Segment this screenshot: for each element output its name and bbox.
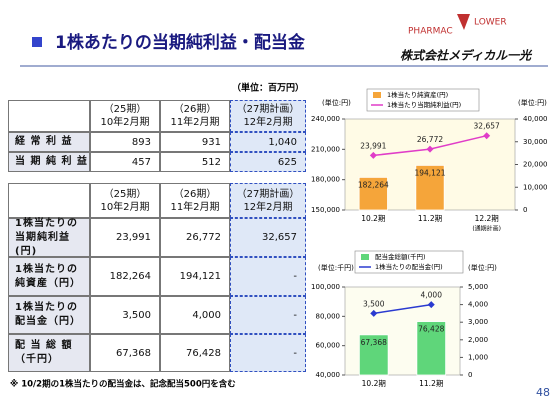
table-cell: 893 bbox=[90, 132, 160, 152]
page-number: 48 bbox=[536, 386, 550, 399]
table-cell: 512 bbox=[160, 152, 230, 172]
row-label: 経 常 利 益 bbox=[8, 132, 90, 152]
logo-mark bbox=[457, 14, 470, 30]
y2-axis-label: (単位:円) bbox=[468, 263, 497, 272]
y2-axis-label: (単位:円) bbox=[518, 98, 547, 107]
y2-tick-label: 4,000 bbox=[468, 301, 488, 309]
value-label: 194,121 bbox=[414, 168, 445, 177]
bar bbox=[358, 176, 388, 211]
y2-tick-label: 30,000 bbox=[523, 138, 548, 146]
bar bbox=[415, 164, 445, 211]
column-header: （27期計画） 12年2月期 bbox=[230, 183, 306, 218]
table-corner bbox=[8, 183, 90, 218]
legend-swatch bbox=[361, 254, 369, 260]
y2-tick-label: 10,000 bbox=[523, 183, 548, 191]
column-header: （25期） 10年2月期 bbox=[90, 183, 160, 218]
legend-swatch bbox=[373, 92, 381, 98]
column-header: （27期計画） 12年2月期 bbox=[230, 100, 306, 132]
bar bbox=[358, 334, 389, 376]
table-cell: - bbox=[230, 334, 306, 372]
table-cell: 1,040 bbox=[230, 132, 306, 152]
company-name: 株式会社メディカル一光 bbox=[400, 49, 533, 63]
value-label: 67,368 bbox=[361, 338, 387, 347]
table-cell: 23,991 bbox=[90, 218, 160, 257]
y2-tick-label: 20,000 bbox=[523, 161, 548, 169]
value-label: 26,772 bbox=[417, 135, 443, 144]
column-header: （26期） 11年2月期 bbox=[160, 100, 230, 132]
marker bbox=[426, 145, 434, 153]
value-label: 76,428 bbox=[418, 325, 444, 334]
footnote: ※ 10/2期の1株当たりの配当金は、記念配当500円を含む bbox=[10, 379, 236, 390]
row-label: 1株当たりの 純資産（円） bbox=[8, 257, 90, 296]
value-label: 4,000 bbox=[421, 291, 443, 300]
table-cell: 182,264 bbox=[90, 257, 160, 296]
value-label: 182,264 bbox=[358, 180, 389, 189]
table-cell: 625 bbox=[230, 152, 306, 172]
row-label: 1株当たりの 配当金（円） bbox=[8, 296, 90, 334]
y-tick-label: 210,000 bbox=[311, 145, 340, 153]
table-cell: 26,772 bbox=[160, 218, 230, 257]
table-cell: - bbox=[230, 296, 306, 334]
y-tick-label: 180,000 bbox=[311, 176, 340, 184]
marker bbox=[427, 301, 435, 309]
y-tick-label: 60,000 bbox=[316, 342, 341, 350]
legend-label: 1株当たり純資産(円) bbox=[387, 90, 448, 99]
title-bullet bbox=[32, 37, 42, 47]
logo-text: PHARMAC bbox=[408, 27, 453, 37]
y2-tick-label: 0 bbox=[468, 371, 472, 379]
marker bbox=[370, 309, 378, 317]
bar bbox=[416, 321, 447, 376]
y-tick-label: 40,000 bbox=[316, 371, 341, 379]
x-tick-label: 12.2期 bbox=[475, 214, 499, 223]
legend-box bbox=[354, 250, 464, 274]
marker bbox=[369, 151, 377, 159]
y2-tick-label: 0 bbox=[523, 206, 527, 214]
table-cell: 4,000 bbox=[160, 296, 230, 334]
legend-label: 1株当たりの配当金(円) bbox=[375, 262, 443, 271]
x-tick-label: 10.2期 bbox=[362, 379, 386, 388]
y-tick-label: 240,000 bbox=[311, 115, 340, 123]
legend-label: 1株当たり当期純利益(円) bbox=[387, 100, 461, 109]
table-corner bbox=[8, 100, 90, 132]
y2-tick-label: 1,000 bbox=[468, 353, 488, 361]
y2-tick-label: 40,000 bbox=[523, 115, 548, 123]
y2-tick-label: 5,000 bbox=[468, 283, 488, 291]
x-tick-label: 11.2期 bbox=[419, 379, 443, 388]
table-cell: 931 bbox=[160, 132, 230, 152]
table-cell: 32,657 bbox=[230, 218, 306, 257]
annotation: (通期計画) bbox=[472, 225, 501, 233]
row-label: 1株当たりの 当期純利益(円) bbox=[8, 218, 90, 257]
table-cell: 3,500 bbox=[90, 296, 160, 334]
legend-box bbox=[366, 88, 480, 112]
slide-title: 1株あたりの当期純利益・配当金 bbox=[55, 32, 306, 53]
y-tick-label: 80,000 bbox=[316, 312, 341, 320]
line bbox=[373, 303, 432, 315]
table-cell: 194,121 bbox=[160, 257, 230, 296]
y-tick-label: 100,000 bbox=[311, 283, 340, 291]
y2-tick-label: 3,000 bbox=[468, 318, 488, 326]
y-tick-label: 150,000 bbox=[311, 206, 340, 214]
column-header: （26期） 11年2月期 bbox=[160, 183, 230, 218]
value-label: 32,657 bbox=[474, 122, 500, 131]
unit-label: （単位：百万円） bbox=[232, 82, 304, 94]
marker bbox=[483, 132, 491, 140]
x-tick-label: 11.2期 bbox=[418, 214, 442, 223]
table-cell: - bbox=[230, 257, 306, 296]
value-label: 23,991 bbox=[360, 141, 386, 150]
table-cell: 457 bbox=[90, 152, 160, 172]
legend-label: 配当金総額(千円) bbox=[375, 252, 426, 261]
x-tick-label: 10.2期 bbox=[361, 214, 385, 223]
value-label: 3,500 bbox=[363, 299, 385, 308]
column-header: （25期） 10年2月期 bbox=[90, 100, 160, 132]
y2-tick-label: 2,000 bbox=[468, 336, 488, 344]
y-axis-label: (単位:千円) bbox=[318, 263, 354, 272]
y-axis-label: (単位:円) bbox=[322, 98, 351, 107]
table-cell: 67,368 bbox=[90, 334, 160, 372]
table-cell: 76,428 bbox=[160, 334, 230, 372]
row-label: 当 期 純 利 益 bbox=[8, 152, 90, 172]
row-label: 配 当 総 額 （千円） bbox=[8, 334, 90, 372]
logo-text: LOWER bbox=[474, 18, 507, 28]
